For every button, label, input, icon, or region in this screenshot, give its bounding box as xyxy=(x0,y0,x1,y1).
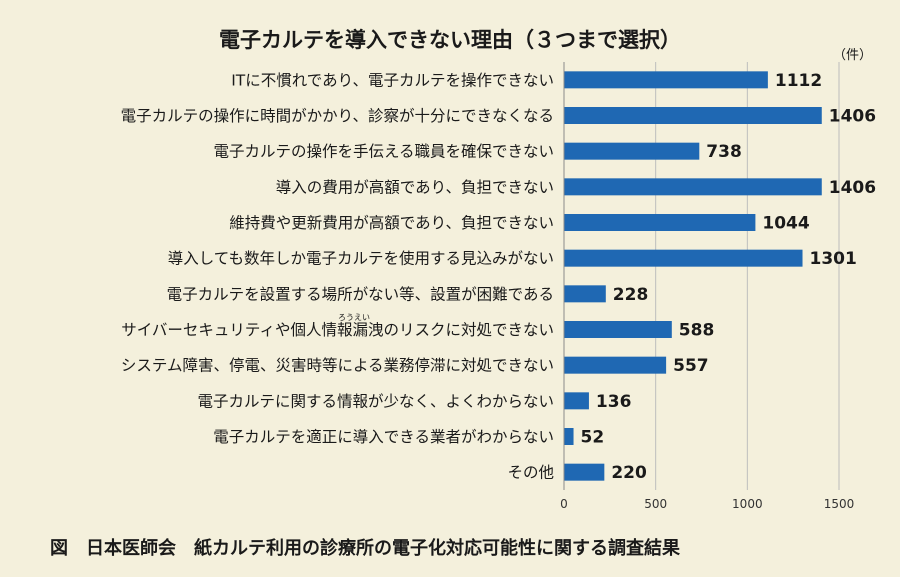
category-label: 電子カルテの操作を手伝える職員を確保できない xyxy=(213,143,554,161)
category-label: 導入しても数年しか電子カルテを使用する見込みがない xyxy=(168,250,554,268)
bar xyxy=(564,285,606,303)
bar xyxy=(564,178,822,196)
bar xyxy=(564,249,803,267)
category-label: 電子カルテを設置する場所がない等、設置が困難である xyxy=(167,285,554,303)
bar xyxy=(564,214,756,231)
category-label: 維持費や更新費用が高額であり、負担できない xyxy=(229,214,554,232)
bar xyxy=(564,463,605,481)
figure-caption: 図 日本医師会 紙カルテ利用の診療所の電子化対応可能性に関する調査結果 xyxy=(50,538,680,559)
category-label: 導入の費用が高額であり、負担できない xyxy=(276,178,554,196)
tick-label: 1500 xyxy=(824,497,855,511)
category-label: ITに不慣れであり、電子カルテを操作できない xyxy=(231,71,554,89)
value-label: 588 xyxy=(679,321,715,341)
value-label: 1112 xyxy=(775,71,822,91)
unit-label: （件） xyxy=(832,48,872,63)
category-label: システム障害、停電、災害時等による業務停滞に対処できない xyxy=(121,357,554,375)
chart-title: 電子カルテを導入できない理由（３つまで選択） xyxy=(219,28,681,52)
value-label: 228 xyxy=(613,285,649,305)
tick-label: 1000 xyxy=(732,497,763,511)
category-label: 電子カルテを適正に導入できる業者がわからない xyxy=(213,428,554,446)
value-label: 136 xyxy=(596,392,632,412)
value-label: 738 xyxy=(706,142,742,162)
value-label: 1044 xyxy=(762,214,809,234)
tick-label: 0 xyxy=(560,497,568,511)
bar xyxy=(564,321,672,338)
category-label: 電子カルテに関する情報が少なく、よくわからない xyxy=(197,392,554,410)
ruby-annotation: ろうえい xyxy=(338,313,370,322)
value-label: 220 xyxy=(611,463,647,483)
value-label: 1406 xyxy=(829,107,876,127)
value-label: 1301 xyxy=(810,249,857,269)
bar xyxy=(564,71,768,89)
bar xyxy=(564,107,822,124)
category-label: その他 xyxy=(507,464,554,482)
bar xyxy=(564,142,700,160)
category-label: 電子カルテの操作に時間がかかり、診察が十分にできなくなる xyxy=(121,107,554,125)
bar xyxy=(564,356,667,374)
category-label: サイバーセキュリティや個人情報漏洩のリスクに対処できない xyxy=(121,321,554,339)
bar xyxy=(564,428,574,445)
bar xyxy=(564,392,589,410)
value-label: 1406 xyxy=(829,178,876,198)
value-label: 557 xyxy=(673,356,709,376)
tick-label: 500 xyxy=(644,497,667,511)
value-label: 52 xyxy=(581,428,605,448)
